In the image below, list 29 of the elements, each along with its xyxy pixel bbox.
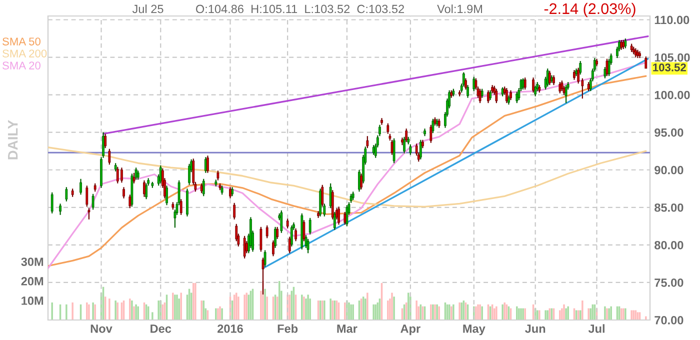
x-tick-label: May: [463, 324, 486, 336]
y2-tick-label: 20M: [21, 277, 44, 286]
y-tick-label: 80.00: [654, 240, 684, 250]
y2-tick-label: 30M: [21, 258, 44, 266]
annotation: -2.14 (2.03%): [544, 2, 636, 18]
x-tick-label: Nov: [90, 324, 112, 333]
x-tick-label: Jul: [588, 324, 604, 333]
y-tick-label: 85.00: [654, 203, 684, 212]
text: O:104.86 H:105.11 L:103.52 C:103.52: [196, 4, 404, 14]
text: SMA 200: [2, 50, 47, 58]
y-tick-label: 100.00: [654, 90, 690, 100]
annotation: 103.52: [653, 64, 686, 72]
y-tick-label: 110.00: [654, 16, 690, 24]
text: SMA 50: [2, 38, 40, 46]
x-tick-label: Jun: [525, 324, 546, 333]
y-tick-label: 70.00: [654, 316, 684, 324]
x-tick-label: Mar: [337, 324, 358, 333]
x-tick-label: 2016: [218, 324, 243, 333]
text: Jul 25: [132, 4, 164, 14]
x-tick-label: Apr: [400, 324, 420, 336]
y-tick-label: 105.00: [654, 53, 690, 62]
y2-tick-label: 10M: [22, 296, 44, 305]
x-tick-label: Dec: [150, 324, 172, 333]
text: SMA 20: [2, 62, 40, 70]
text: Vol:1.9M: [437, 4, 482, 14]
y-tick-label: 90.00: [654, 166, 684, 174]
y-tick-label: 75.00: [654, 278, 684, 287]
x-tick-label: Feb: [278, 324, 298, 333]
y-tick-label: 95.00: [654, 128, 684, 137]
